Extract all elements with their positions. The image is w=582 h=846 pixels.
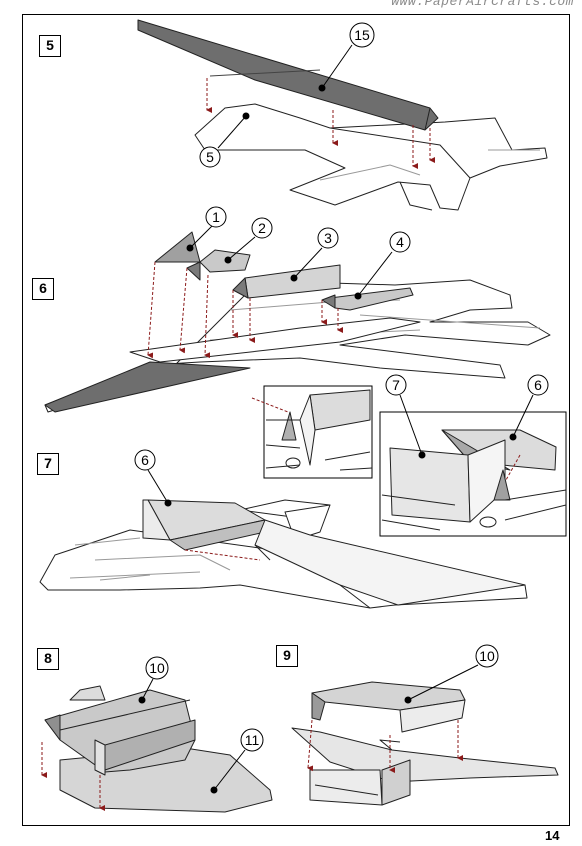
callout-15: 15 [354,27,370,43]
callout-6-detail: 6 [534,377,542,393]
step-7-callouts: 6 [134,449,172,507]
callout-4: 4 [396,234,404,250]
step-8-label: 8 [37,648,59,670]
callout-10-step8: 10 [149,660,165,676]
step-5-label: 5 [39,35,61,57]
callout-1: 1 [212,209,220,225]
callout-2: 2 [258,220,266,236]
step-6-illustration [44,231,551,413]
step-6-label: 6 [32,278,54,300]
step-9-callouts: 10 [404,644,499,704]
step-6-callouts: 1 2 3 4 [186,206,411,300]
callout-3: 3 [324,230,332,246]
detail-inset-left [251,385,373,479]
step-8-illustration [41,685,273,813]
step-5-callouts: 15 5 [199,22,375,168]
callout-11: 11 [245,732,260,748]
step-7-label: 7 [37,453,59,475]
step-5-illustration [137,19,548,211]
step-8-callouts: 10 11 [138,656,264,794]
callout-6-step7: 6 [141,452,149,468]
callout-5: 5 [206,149,214,165]
detail-callouts: 7 6 [385,374,549,459]
page-frame [22,14,570,826]
step-7-illustration [39,499,528,609]
step-9-illustration [291,681,559,806]
page-number: 14 [545,828,560,843]
website-watermark: www.PaperAirCrafts.com [391,0,574,9]
callout-10-step9: 10 [479,648,495,664]
detail-inset-right [379,411,567,537]
callout-7: 7 [392,377,400,393]
step-9-label: 9 [276,645,298,667]
